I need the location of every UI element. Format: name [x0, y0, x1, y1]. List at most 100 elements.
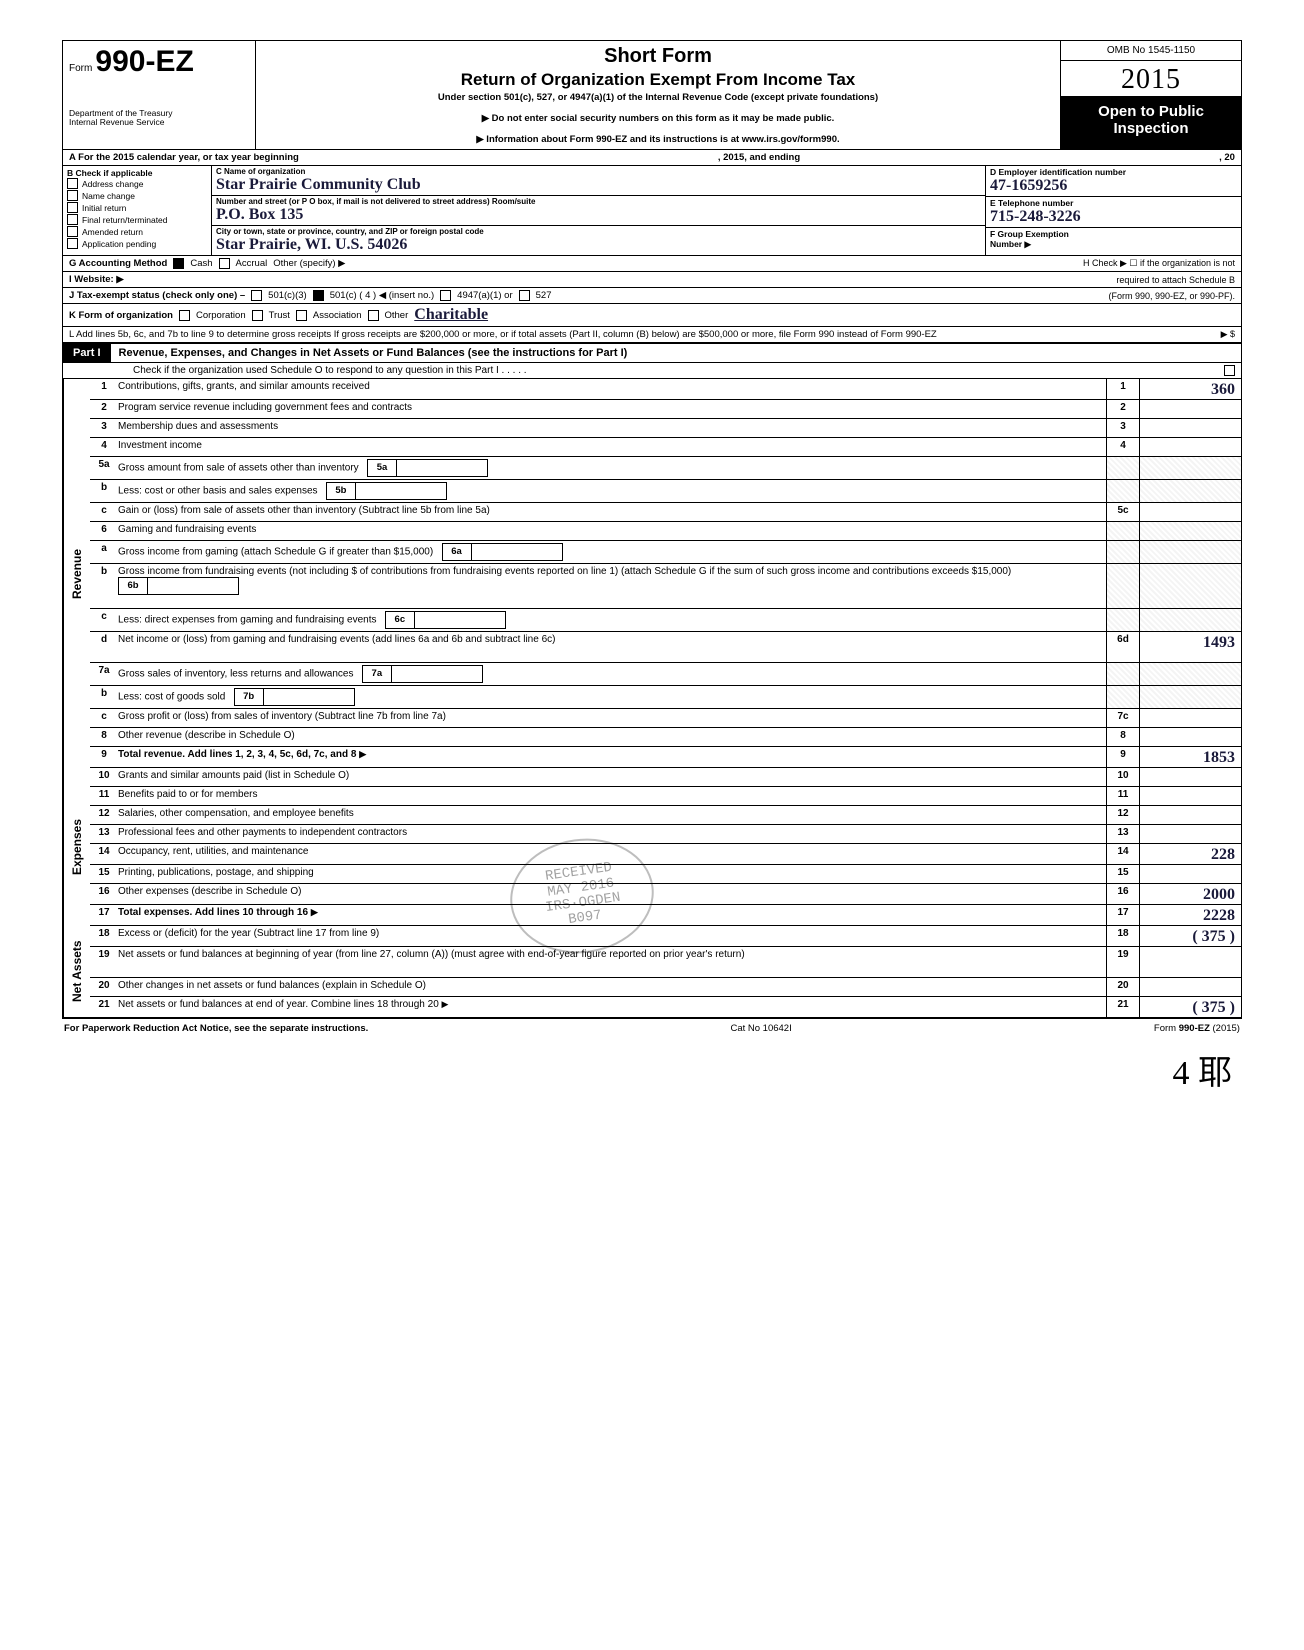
- ln9-box: 9: [1106, 747, 1139, 767]
- chk-trust[interactable]: [252, 310, 263, 321]
- row-i-website: I Website: ▶ required to attach Schedule…: [62, 272, 1242, 288]
- ln5b-desc: Less: cost or other basis and sales expe…: [118, 480, 1106, 502]
- i-label: I Website: ▶: [69, 274, 124, 285]
- ln6c-amt: [1139, 609, 1241, 631]
- ln6a-num: a: [90, 541, 118, 563]
- ln7c-box: 7c: [1106, 709, 1139, 727]
- c-city-label: City or town, state or province, country…: [216, 227, 981, 236]
- ln8-amt: [1139, 728, 1241, 746]
- row-a-right: , 20: [1219, 152, 1235, 163]
- ln7c-num: c: [90, 709, 118, 727]
- lbl-other-method: Other (specify) ▶: [273, 258, 345, 269]
- chk-name[interactable]: [67, 190, 78, 201]
- expenses-side-label: Expenses: [63, 768, 90, 926]
- ln5b-ibox: 5b: [327, 483, 356, 499]
- ln19-amt: [1139, 947, 1241, 977]
- ln5a-text: Gross amount from sale of assets other t…: [118, 463, 359, 474]
- expenses-body: 10Grants and similar amounts paid (list …: [90, 768, 1241, 926]
- ln7a-num: 7a: [90, 663, 118, 685]
- ln6d-box: 6d: [1106, 632, 1139, 662]
- ln14-desc: Occupancy, rent, utilities, and maintena…: [118, 844, 1106, 864]
- ln14-amt: 228: [1139, 844, 1241, 864]
- ln16-amt: 2000: [1139, 884, 1241, 904]
- ln2-amt: [1139, 400, 1241, 418]
- form-header: Form 990-EZ Department of the Treasury I…: [62, 40, 1242, 150]
- footer-left: For Paperwork Reduction Act Notice, see …: [64, 1023, 368, 1034]
- lbl-501c: 501(c) ( 4 ) ◀ (insert no.): [330, 290, 434, 301]
- ln12-num: 12: [90, 806, 118, 824]
- c-street-label: Number and street (or P O box, if mail i…: [216, 197, 981, 206]
- bottom-handwriting: 4 耶: [1173, 1045, 1233, 1094]
- ln6d-num: d: [90, 632, 118, 662]
- ln18-desc: Excess or (deficit) for the year (Subtra…: [118, 926, 1106, 946]
- row-g-accounting: G Accounting Method Cash Accrual Other (…: [62, 256, 1242, 272]
- ln17-amt: 2228: [1139, 905, 1241, 925]
- ln2-box: 2: [1106, 400, 1139, 418]
- ln16-num: 16: [90, 884, 118, 904]
- chk-assoc[interactable]: [296, 310, 307, 321]
- chk-amended[interactable]: [67, 226, 78, 237]
- ln14-num: 14: [90, 844, 118, 864]
- ln6-box: [1106, 522, 1139, 540]
- f-group-label2: Number ▶: [990, 239, 1237, 250]
- chk-cash[interactable]: [173, 258, 184, 269]
- chk-accrual[interactable]: [219, 258, 230, 269]
- chk-527[interactable]: [519, 290, 530, 301]
- ln2-num: 2: [90, 400, 118, 418]
- chk-schedule-o[interactable]: [1224, 365, 1235, 376]
- ln3-desc: Membership dues and assessments: [118, 419, 1106, 437]
- chk-501c3[interactable]: [251, 290, 262, 301]
- ln6d-amt: 1493: [1139, 632, 1241, 662]
- part1-tag: Part I: [63, 344, 111, 362]
- chk-501c[interactable]: [313, 290, 324, 301]
- f-group-label: F Group Exemption: [990, 229, 1237, 239]
- chk-other-org[interactable]: [368, 310, 379, 321]
- chk-address[interactable]: [67, 178, 78, 189]
- lbl-527: 527: [536, 290, 552, 301]
- lbl-name: Name change: [82, 191, 135, 201]
- ln21-desc: Net assets or fund balances at end of ye…: [118, 997, 1106, 1017]
- lbl-assoc: Association: [313, 310, 362, 321]
- ln7a-ibox: 7a: [363, 666, 392, 682]
- lbl-initial: Initial return: [82, 203, 126, 213]
- ln7b-desc: Less: cost of goods sold 7b: [118, 686, 1106, 708]
- header-right: OMB No 1545-1150 2015 Open to Public Ins…: [1061, 41, 1241, 149]
- col-c-org-info: C Name of organization Star Prairie Comm…: [212, 166, 986, 255]
- lbl-cash: Cash: [190, 258, 212, 269]
- chk-pending[interactable]: [67, 238, 78, 249]
- h-line3: (Form 990, 990-EZ, or 990-PF).: [1108, 291, 1235, 301]
- ln6-desc: Gaming and fundraising events: [118, 522, 1106, 540]
- lbl-other-org: Other: [385, 310, 409, 321]
- footer-form-num: 990-EZ: [1179, 1023, 1210, 1034]
- ln5b-amt: [1139, 480, 1241, 502]
- ln7b-num: b: [90, 686, 118, 708]
- ln5a-amt: [1139, 457, 1241, 479]
- form-number: 990-EZ: [95, 45, 193, 78]
- org-name-value: Star Prairie Community Club: [216, 176, 981, 194]
- ln13-amt: [1139, 825, 1241, 843]
- tax-year: 2015: [1061, 61, 1241, 97]
- chk-corp[interactable]: [179, 310, 190, 321]
- chk-initial[interactable]: [67, 202, 78, 213]
- header-center: Short Form Return of Organization Exempt…: [256, 41, 1061, 149]
- ln15-desc: Printing, publications, postage, and shi…: [118, 865, 1106, 883]
- c-name-label: C Name of organization: [216, 167, 981, 176]
- omb-number: OMB No 1545-1150: [1061, 41, 1241, 61]
- ln1-amt: 360: [1139, 379, 1241, 399]
- chk-4947[interactable]: [440, 290, 451, 301]
- ln6a-ival: [472, 544, 562, 560]
- ln1-num: 1: [90, 379, 118, 399]
- ln15-amt: [1139, 865, 1241, 883]
- header-left: Form 990-EZ Department of the Treasury I…: [63, 41, 256, 149]
- lbl-pending: Application pending: [82, 239, 156, 249]
- ln18-box: 18: [1106, 926, 1139, 946]
- ln12-desc: Salaries, other compensation, and employ…: [118, 806, 1106, 824]
- k-other-value: Charitable: [414, 306, 488, 324]
- ln3-num: 3: [90, 419, 118, 437]
- ln15-num: 15: [90, 865, 118, 883]
- ln5b-text: Less: cost or other basis and sales expe…: [118, 486, 318, 497]
- l-arrow-icon: ▶ $: [1221, 329, 1235, 340]
- ln6-num: 6: [90, 522, 118, 540]
- chk-final[interactable]: [67, 214, 78, 225]
- ln5c-amt: [1139, 503, 1241, 521]
